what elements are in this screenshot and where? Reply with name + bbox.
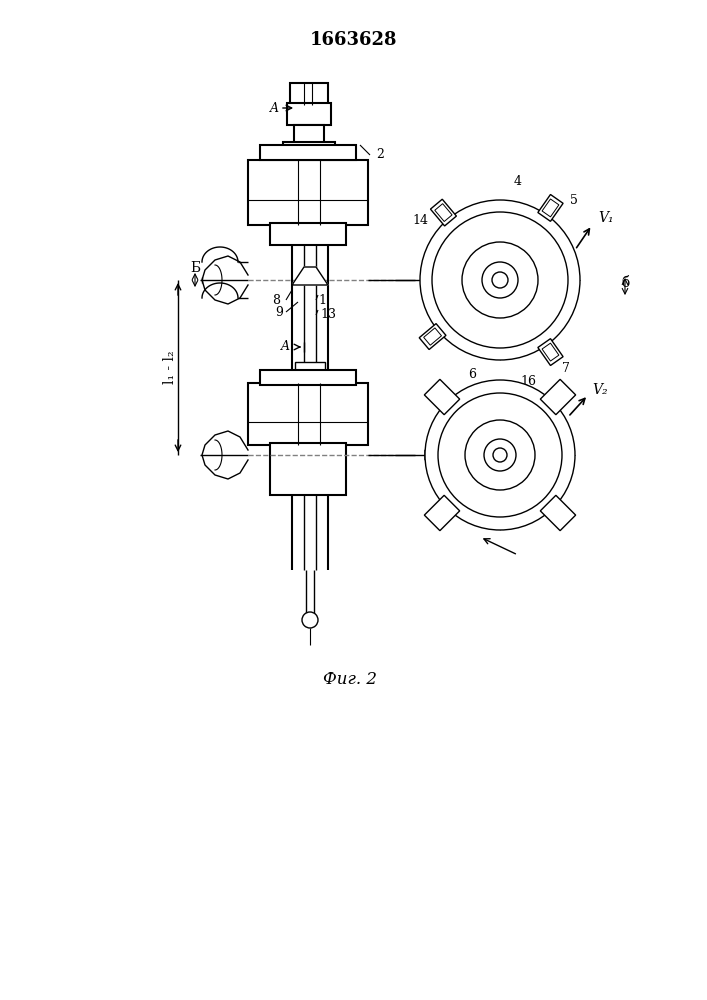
Bar [290,83,328,105]
Polygon shape [419,324,446,350]
Polygon shape [423,328,441,345]
Text: 16: 16 [520,375,536,388]
Circle shape [302,612,318,628]
Text: Б: Б [190,261,200,275]
Text: 8: 8 [272,294,280,306]
Text: 1: 1 [318,294,326,306]
Bar [283,142,335,160]
Circle shape [465,420,535,490]
Text: A: A [269,102,279,114]
Text: 5: 5 [570,194,578,207]
Polygon shape [425,275,435,285]
Polygon shape [425,450,435,460]
Polygon shape [542,343,559,361]
Text: 1663628: 1663628 [309,31,397,49]
Text: б: б [621,276,629,290]
Bar [295,362,325,380]
Circle shape [492,272,508,288]
Bar [270,223,346,245]
Circle shape [462,242,538,318]
Text: 6: 6 [468,368,476,381]
Polygon shape [542,199,559,217]
Text: l₁ - l₂: l₁ - l₂ [163,351,177,384]
Polygon shape [538,339,563,366]
Bar [294,125,324,145]
Bar [248,383,368,445]
Text: V₂: V₂ [592,383,607,397]
Polygon shape [538,194,563,221]
Text: 2: 2 [376,148,384,161]
Circle shape [438,393,562,517]
Polygon shape [540,379,575,415]
Bar [287,103,331,125]
Text: 4: 4 [514,175,522,188]
Circle shape [484,439,516,471]
Polygon shape [424,495,460,531]
Text: 13: 13 [320,308,336,322]
Text: Фиг. 2: Фиг. 2 [323,672,377,688]
Bar [248,160,368,225]
Text: 7: 7 [562,362,570,375]
Circle shape [432,212,568,348]
Text: 9: 9 [275,306,283,318]
Polygon shape [431,199,457,226]
Circle shape [482,262,518,298]
Polygon shape [435,204,452,222]
Circle shape [420,200,580,360]
Bar [260,145,356,160]
Polygon shape [292,267,328,285]
Polygon shape [424,379,460,415]
Circle shape [425,380,575,530]
Bar [270,443,346,495]
Text: V₁: V₁ [598,211,614,225]
Bar [260,370,356,385]
Text: 14: 14 [412,214,428,227]
Polygon shape [540,495,575,531]
Text: A: A [281,340,290,354]
Circle shape [493,448,507,462]
